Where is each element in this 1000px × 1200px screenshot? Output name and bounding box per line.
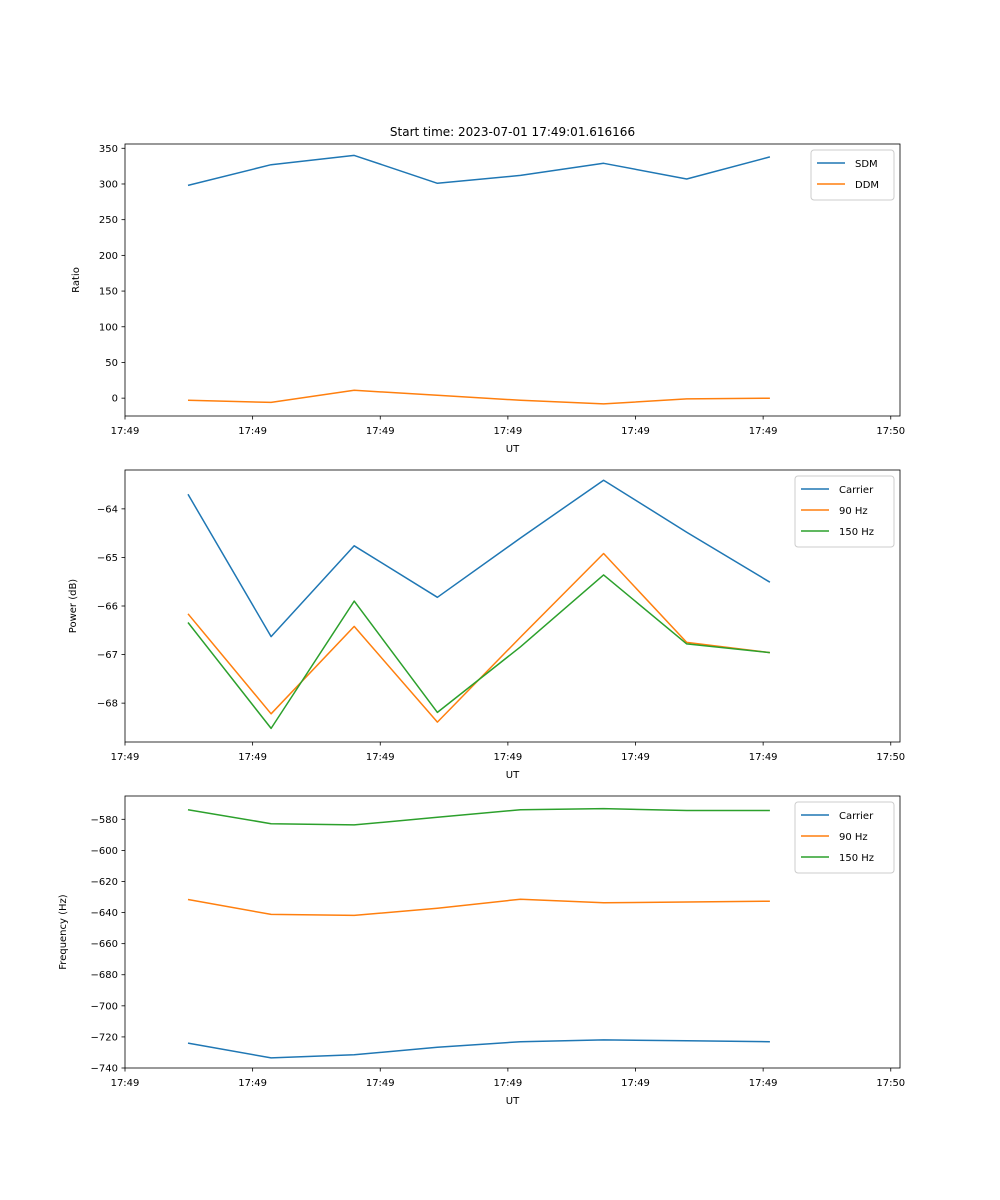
y-tick-label: −680: [91, 970, 118, 981]
y-tick-label: −640: [91, 908, 118, 919]
series-line-carrier: [187, 479, 771, 638]
y-tick-label: 0: [112, 394, 118, 405]
y-tick-label: −600: [91, 846, 118, 857]
chart-title: Start time: 2023-07-01 17:49:01.616166: [390, 125, 635, 139]
y-tick-label: −66: [97, 602, 118, 613]
legend-label: 90 Hz: [839, 506, 868, 517]
y-axis-label: Frequency (Hz): [58, 894, 69, 970]
x-tick-label: 17:49: [749, 426, 778, 437]
y-tick-label: 300: [99, 179, 118, 190]
y-tick-label: −660: [91, 939, 118, 950]
x-tick-label: 17:49: [493, 752, 522, 763]
x-tick-label: 17:49: [111, 1078, 140, 1089]
plot-frame: [124, 143, 901, 417]
plot-frame: [124, 795, 901, 1069]
legend-label: Carrier: [839, 811, 874, 822]
y-tick-label: −65: [97, 553, 118, 564]
x-tick-label: 17:49: [238, 426, 267, 437]
y-tick-label: 50: [105, 358, 118, 369]
x-axis-label: UT: [506, 1096, 520, 1107]
series-line-150-hz: [187, 574, 770, 730]
x-tick-label: 17:49: [493, 426, 522, 437]
x-tick-label: 17:49: [493, 1078, 522, 1089]
legend-label: 150 Hz: [839, 853, 874, 864]
x-tick-label: 17:49: [366, 426, 395, 437]
y-tick-label: 250: [99, 215, 118, 226]
y-axis-label: Ratio: [71, 267, 82, 293]
x-tick-label: 17:49: [621, 752, 650, 763]
series-line-sdm: [187, 154, 771, 187]
x-tick-label: 17:49: [366, 752, 395, 763]
y-axis-label: Power (dB): [68, 579, 79, 634]
x-tick-label: 17:49: [238, 752, 267, 763]
x-tick-label: 17:50: [876, 426, 905, 437]
y-tick-label: −64: [97, 504, 118, 515]
x-tick-label: 17:49: [111, 752, 140, 763]
x-tick-label: 17:49: [749, 1078, 778, 1089]
y-tick-label: −740: [91, 1064, 118, 1075]
x-tick-label: 17:49: [621, 1078, 650, 1089]
y-tick-label: −620: [91, 877, 118, 888]
legend-label: SDM: [855, 159, 878, 170]
x-tick-label: 17:50: [876, 1078, 905, 1089]
y-tick-label: −720: [91, 1032, 118, 1043]
legend-box: [810, 149, 895, 201]
series-line-90-hz: [187, 898, 770, 917]
x-tick-label: 17:49: [621, 426, 650, 437]
legend-box: [794, 475, 895, 548]
series-line-carrier: [187, 1039, 770, 1059]
x-axis-label: UT: [506, 444, 520, 455]
x-tick-label: 17:49: [238, 1078, 267, 1089]
series-line-150-hz: [187, 807, 770, 826]
y-tick-label: 100: [99, 322, 118, 333]
y-tick-label: −580: [91, 815, 118, 826]
x-tick-label: 17:49: [366, 1078, 395, 1089]
y-tick-label: 350: [99, 144, 118, 155]
y-tick-label: −68: [97, 699, 118, 710]
y-tick-label: −700: [91, 1001, 118, 1012]
series-line-ddm: [187, 389, 770, 405]
legend-label: DDM: [855, 180, 879, 191]
y-tick-label: −67: [97, 650, 118, 661]
x-tick-label: 17:50: [876, 752, 905, 763]
legend-label: Carrier: [839, 485, 874, 496]
x-tick-label: 17:49: [111, 426, 140, 437]
legend-label: 90 Hz: [839, 832, 868, 843]
legend-box: [794, 801, 895, 874]
x-axis-label: UT: [506, 770, 520, 781]
x-tick-label: 17:49: [749, 752, 778, 763]
y-tick-label: 150: [99, 287, 118, 298]
legend-label: 150 Hz: [839, 527, 874, 538]
y-tick-label: 200: [99, 251, 118, 262]
